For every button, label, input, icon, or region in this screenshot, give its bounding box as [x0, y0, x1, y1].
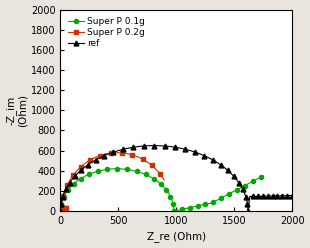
Line: ref: ref [58, 143, 294, 214]
Super P 0.2g [64, 206, 67, 209]
Super P 0.2g [105, 152, 109, 155]
Super P 0.1g [115, 167, 119, 170]
Y-axis label: -Z_im
(Ohm): -Z_im (Ohm) [6, 94, 28, 127]
Super P 0.2g [147, 162, 151, 165]
Super P 0.2g [134, 155, 138, 157]
ref [142, 145, 146, 148]
Super P 0.2g [62, 208, 66, 211]
Super P 0.2g [65, 205, 69, 208]
Super P 0.2g [150, 164, 154, 167]
Super P 0.1g [261, 174, 265, 177]
Super P 0.2g [88, 159, 92, 162]
Super P 0.2g [63, 191, 66, 194]
Legend: Super P 0.1g, Super P 0.2g, ref: Super P 0.1g, Super P 0.2g, ref [65, 14, 148, 51]
ref [290, 194, 294, 197]
Super P 0.2g [61, 198, 64, 201]
ref [219, 163, 223, 166]
Super P 0.2g [141, 158, 144, 161]
ref [242, 190, 246, 193]
Super P 0.1g [238, 187, 241, 190]
Super P 0.1g [87, 173, 91, 176]
Super P 0.2g [98, 154, 102, 157]
Super P 0.2g [91, 157, 95, 160]
ref [286, 194, 289, 197]
Super P 0.2g [60, 206, 64, 209]
Super P 0.2g [69, 177, 73, 180]
Super P 0.2g [137, 156, 141, 159]
Super P 0.2g [64, 187, 68, 190]
Super P 0.2g [95, 155, 98, 158]
Super P 0.2g [60, 210, 63, 213]
Super P 0.2g [60, 202, 64, 205]
Super P 0.2g [127, 153, 131, 155]
Super P 0.2g [109, 152, 113, 155]
Super P 0.2g [85, 161, 88, 164]
Super P 0.2g [76, 168, 80, 171]
ref [152, 144, 156, 147]
Super P 0.2g [60, 209, 63, 212]
Super P 0.1g [59, 210, 62, 213]
Super P 0.2g [131, 154, 134, 156]
Super P 0.2g [74, 171, 78, 174]
Super P 0.2g [144, 159, 148, 162]
Line: Super P 0.1g: Super P 0.1g [58, 167, 265, 213]
ref [59, 210, 62, 213]
Super P 0.2g [101, 153, 105, 156]
Super P 0.2g [158, 172, 162, 175]
Super P 0.2g [65, 184, 69, 186]
Super P 0.2g [113, 151, 116, 154]
Super P 0.2g [116, 151, 120, 154]
Super P 0.1g [166, 191, 170, 194]
Super P 0.2g [153, 166, 157, 169]
Super P 0.2g [62, 194, 65, 197]
X-axis label: Z_re (Ohm): Z_re (Ohm) [147, 232, 206, 243]
Super P 0.2g [67, 180, 71, 183]
ref [246, 202, 249, 205]
Super P 0.2g [82, 163, 86, 166]
Super P 0.2g [61, 209, 64, 212]
Super P 0.2g [120, 151, 123, 154]
Line: Super P 0.2g: Super P 0.2g [60, 151, 166, 213]
Super P 0.2g [71, 174, 75, 177]
Super P 0.2g [79, 165, 83, 168]
Super P 0.2g [123, 152, 127, 155]
Super P 0.1g [66, 188, 70, 191]
Super P 0.2g [160, 175, 164, 178]
ref [251, 195, 255, 198]
Super P 0.1g [70, 184, 73, 187]
Super P 0.2g [155, 169, 159, 172]
Super P 0.2g [162, 178, 166, 181]
Super P 0.1g [141, 172, 144, 175]
